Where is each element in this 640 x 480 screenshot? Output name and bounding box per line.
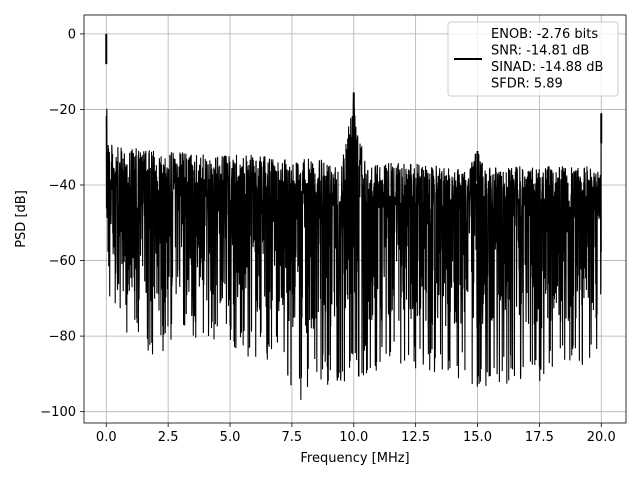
y-tick-label: −40 (49, 179, 76, 194)
x-tick-label: 12.5 (401, 430, 430, 445)
x-tick-label: 10.0 (339, 430, 368, 445)
x-tick-label: 7.5 (282, 430, 303, 445)
x-axis-label: Frequency [MHz] (300, 451, 409, 466)
x-tick-label: 2.5 (158, 430, 179, 445)
x-tick-label: 17.5 (525, 430, 554, 445)
legend-sfdr: SFDR: 5.89 (491, 77, 563, 92)
legend-snr: SNR: -14.81 dB (491, 44, 589, 59)
y-tick-label: −60 (49, 254, 76, 269)
y-tick-label: −80 (49, 330, 76, 345)
y-tick-label: −20 (49, 103, 76, 118)
legend-sinad: SINAD: -14.88 dB (491, 60, 603, 75)
x-tick-label: 0.0 (96, 430, 117, 445)
legend-box (447, 21, 619, 97)
plot-frame (83, 14, 627, 424)
y-tick-label: −100 (40, 405, 76, 420)
axis-ticks: 0.0 2.5 5.0 7.5 10.0 12.5 15.0 17.5 20.0 0 −20 −40 −… (40, 27, 615, 445)
legend: ENOB: -2.76 bits SNR: -14.81 dB SINAD: -… (447, 21, 619, 97)
x-tick-label: 5.0 (220, 430, 241, 445)
x-tick-label: 20.0 (587, 430, 616, 445)
y-axis-label: PSD [dB] (14, 190, 29, 248)
y-tick-label: 0 (68, 27, 76, 42)
psd-series (105, 33, 603, 400)
legend-enob: ENOB: -2.76 bits (491, 27, 598, 42)
x-tick-label: 15.0 (463, 430, 492, 445)
